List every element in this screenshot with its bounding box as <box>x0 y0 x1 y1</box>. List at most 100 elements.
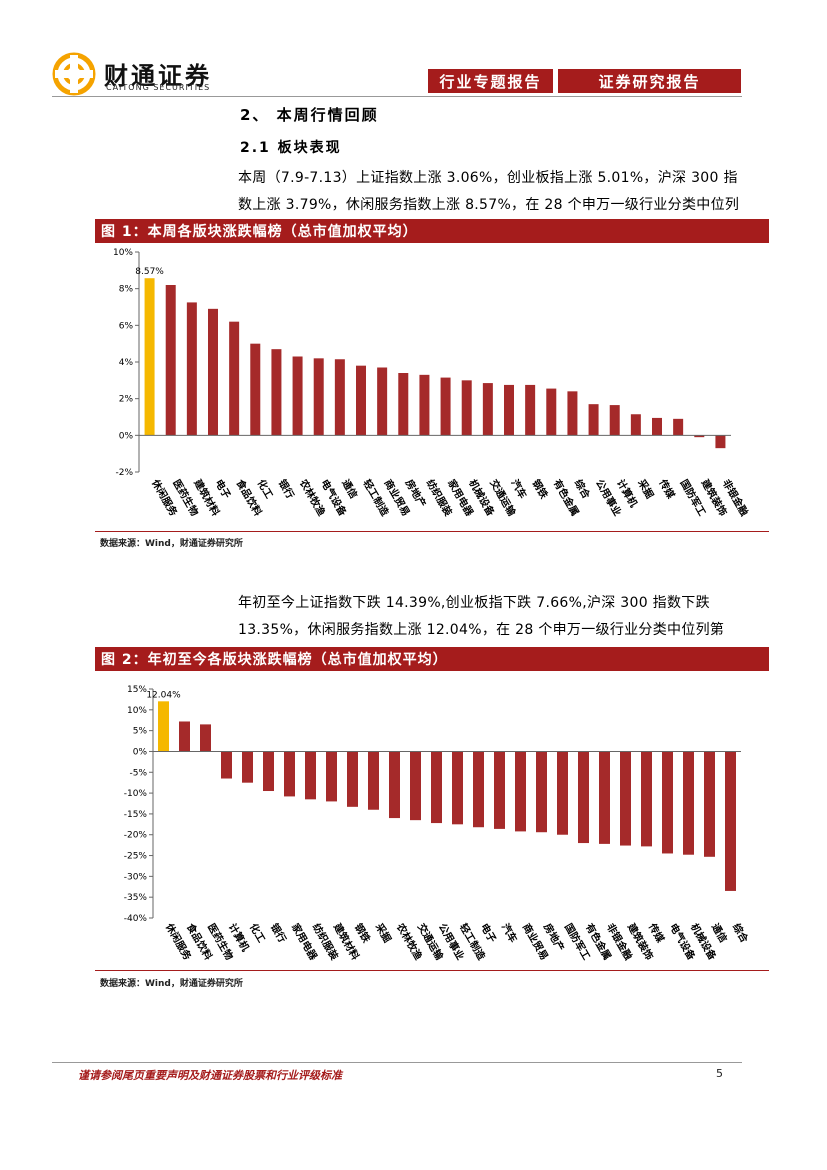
y-tick-label: 10% <box>113 248 133 258</box>
bar-电气设备 <box>313 358 324 436</box>
y-tick-label: 6% <box>119 321 134 331</box>
bar-计算机 <box>221 751 232 779</box>
x-tick-label: 钢铁 <box>352 921 373 945</box>
bar-交通运输 <box>410 751 421 821</box>
y-tick-label: 8% <box>119 285 134 295</box>
bar-钢铁 <box>525 384 536 436</box>
paragraph-ytd: 年初至今上证指数下跌 14.39%,创业板指下跌 7.66%,沪深 300 指数… <box>238 595 725 665</box>
bar-建筑装饰 <box>694 435 705 438</box>
bar-轻工制造 <box>452 751 463 825</box>
x-tick-label: 综合 <box>730 921 752 946</box>
bar-休闲服务 <box>144 278 155 436</box>
x-tick-label: 汽车 <box>499 921 520 945</box>
bar-传媒 <box>652 417 662 436</box>
footer-disclaimer: 谨请参阅尾页重要声明及财通证券股票和行业评级标准 <box>78 1069 342 1082</box>
bar-国防军工 <box>673 418 684 436</box>
bar-纺织服装 <box>419 374 430 436</box>
footer-divider <box>52 1062 742 1063</box>
y-tick-label: -20% <box>124 831 148 841</box>
x-tick-label: 汽车 <box>508 477 529 501</box>
bar-食品饮料 <box>229 321 240 436</box>
y-tick-label: 0% <box>133 747 148 757</box>
page-number: 5 <box>716 1067 723 1080</box>
x-tick-label: 通信 <box>339 477 360 501</box>
section-heading: 2、 本周行情回顾 <box>240 106 379 124</box>
bar-综合 <box>567 391 578 436</box>
x-tick-label: 采掘 <box>372 920 394 945</box>
bar-采掘 <box>630 414 641 436</box>
y-tick-label: -2% <box>115 468 133 478</box>
bar-纺织服装 <box>305 751 316 800</box>
bar-银行 <box>271 349 282 436</box>
bar-通信 <box>704 751 715 857</box>
bar-化工 <box>250 343 261 436</box>
header-divider <box>52 96 742 97</box>
report-category-tag: 证券研究报告 <box>558 69 741 93</box>
report-type-tag: 行业专题报告 <box>428 69 553 93</box>
bar-机械设备 <box>683 751 694 855</box>
x-tick-label: 钢铁 <box>530 477 551 501</box>
figure2-chart: -40% -35% -30% -25% -20% -15% -10% -5% 0% 5% 10% 15… <box>124 685 752 963</box>
bar-建筑装饰 <box>620 751 631 846</box>
y-tick-label: -25% <box>124 852 148 862</box>
bar-商业贸易 <box>377 367 388 436</box>
bar-电气设备 <box>662 751 673 854</box>
x-tick-label: 电子 <box>478 921 499 945</box>
bar-公用事业 <box>431 751 442 824</box>
bar-有色金属 <box>546 388 557 436</box>
bar-电子 <box>208 308 218 436</box>
bar-电子 <box>473 751 484 828</box>
bar-通信 <box>334 359 345 436</box>
x-tick-label: 传媒 <box>656 476 678 502</box>
figure2-bottom-rule <box>95 970 769 971</box>
bar-医药生物 <box>200 724 211 752</box>
bar-机械设备 <box>461 380 472 436</box>
y-tick-label: -10% <box>124 789 148 799</box>
figure1-bottom-rule <box>95 531 769 532</box>
bar-有色金属 <box>578 751 589 844</box>
highlight-data-label: 12.04% <box>146 690 181 700</box>
bar-银行 <box>263 751 274 792</box>
company-name-en: CAITONG SECURITIES <box>106 83 211 92</box>
bar-国防军工 <box>557 751 568 835</box>
x-tick-label: 传媒 <box>645 920 667 946</box>
bar-建筑材料 <box>326 751 337 802</box>
x-tick-label: 化工 <box>247 921 268 945</box>
bar-农林牧渔 <box>292 356 303 436</box>
x-tick-label: 采掘 <box>635 476 657 501</box>
x-tick-label: 化工 <box>255 477 276 501</box>
bar-医药生物 <box>165 285 176 436</box>
highlight-data-label: 8.57% <box>135 267 164 277</box>
x-tick-label: 综合 <box>572 477 594 502</box>
figure1-title: 图 1：本周各版块涨跌幅榜（总市值加权平均） <box>95 219 769 243</box>
subsection-heading: 2.1 板块表现 <box>240 140 342 156</box>
bar-综合 <box>725 751 736 891</box>
y-tick-label: 0% <box>119 431 134 441</box>
bar-交通运输 <box>482 383 493 436</box>
y-tick-label: -5% <box>129 768 147 778</box>
figure1-source: 数据来源：Wind，财通证券研究所 <box>100 539 243 549</box>
bar-计算机 <box>609 405 620 436</box>
bar-农林牧渔 <box>389 751 400 819</box>
y-tick-label: 10% <box>127 706 147 716</box>
y-tick-label: 5% <box>133 727 148 737</box>
bar-房地产 <box>536 751 547 833</box>
bar-采掘 <box>368 751 379 810</box>
y-tick-label: -40% <box>124 914 148 924</box>
x-tick-label: 电子 <box>212 477 233 501</box>
company-name-cn: 财通证券 <box>104 61 212 90</box>
bar-食品饮料 <box>179 721 190 752</box>
figure2-title: 图 2：年初至今各版块涨跌幅榜（总市值加权平均） <box>95 647 769 671</box>
bar-建筑材料 <box>186 302 197 436</box>
bar-房地产 <box>398 373 409 436</box>
y-tick-label: 4% <box>119 358 134 368</box>
bar-汽车 <box>494 751 505 829</box>
bar-非银金融 <box>715 435 726 449</box>
y-tick-label: 15% <box>127 685 147 695</box>
bar-化工 <box>242 751 253 783</box>
x-tick-label: 通信 <box>709 921 730 945</box>
bar-非银金融 <box>599 751 610 844</box>
x-tick-label: 银行 <box>268 921 289 945</box>
bar-商业贸易 <box>515 751 526 832</box>
